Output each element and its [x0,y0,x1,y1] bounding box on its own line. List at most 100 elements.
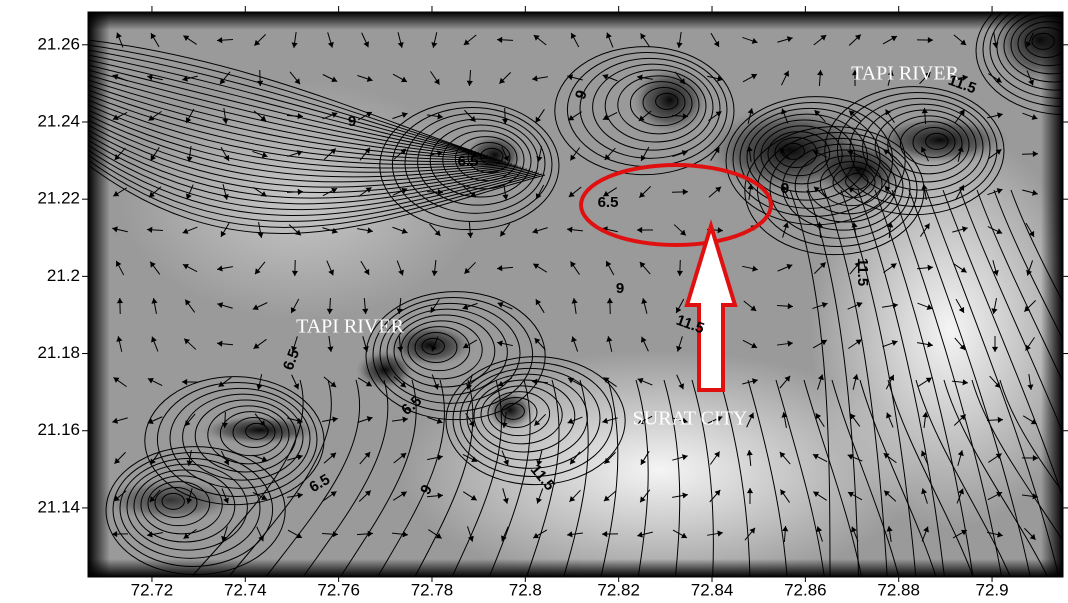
arrow-head [222,118,229,124]
contour [88,44,474,152]
contour [88,74,492,158]
arrow-head [219,78,226,85]
contour [445,356,626,486]
arrow-head [257,80,264,86]
contour-lines [88,12,1063,577]
arrow-head [503,459,509,466]
arrow-head [786,36,793,43]
place-label: SURAT CITY [633,408,748,430]
arrow-head [641,298,648,304]
arrow-head [602,417,609,424]
arrow-head [888,374,895,381]
arrow-head [151,298,158,304]
arrow-head [534,419,541,426]
contour [971,379,1063,542]
arrow-head [220,230,227,237]
arrow-head [296,417,303,424]
arrow-head [855,339,862,345]
arrow-head [497,36,503,43]
arrow-head [532,75,538,82]
arrow-head [892,302,898,309]
arrow-head [501,535,507,542]
arrow-head [570,154,576,161]
arrow-head [467,535,474,542]
arrow-head [714,489,721,496]
arrow-head [502,194,509,200]
arrow-head [435,533,442,539]
arrow-head [469,115,476,122]
arrow-head [431,345,437,352]
arrow-head [363,41,370,48]
arrow-head [852,374,859,380]
arrow-head [463,342,470,349]
arrow-head [992,42,999,48]
arrow-head [604,154,611,160]
arrow-head [365,380,372,387]
arrow-head [926,304,933,310]
arrow-head [1030,418,1037,425]
arrow-head [676,270,683,276]
arrow-head [681,150,688,157]
contour [487,391,551,437]
contour [372,297,534,412]
arrow-head [606,298,613,304]
contour [857,189,945,577]
arrow-head [116,336,123,342]
arrow-head [463,39,470,46]
arrow-head [603,190,610,197]
arrow-head [749,527,756,534]
contour [407,326,471,372]
arrow-head [499,77,506,84]
arrow-head [780,489,786,496]
arrow-head [293,383,300,390]
arrow-head [995,453,1002,460]
arrow-head [183,35,190,41]
contour [1017,21,1063,67]
contour [862,103,984,191]
contour [302,379,389,577]
arrow-head [437,150,443,157]
contour [133,469,236,543]
arrow-head [992,269,999,276]
arrow-head [568,191,575,197]
contour [88,89,501,161]
arrow-head [752,265,758,272]
arrow-head [921,108,928,114]
arrow-head [570,32,577,39]
arrow-head [401,76,408,83]
arrow-head [676,42,683,48]
arrow-head [851,70,859,76]
arrow-head [296,454,303,461]
arrow-head [678,383,685,390]
arrow-head [747,184,754,190]
arrow-head [957,450,964,457]
arrow-head [782,526,789,532]
arrow-head [1032,150,1038,158]
labels: 72.72 72.74 72.76 72.78 72.8 72.82 72.84 72.86 7… [37,6,1068,599]
arrow-head [367,227,373,234]
contour [525,379,560,577]
arrow-head [812,453,819,460]
arrow-head [185,299,191,306]
arrow-head [295,229,301,236]
arrow-head [468,420,475,427]
arrow-head [437,113,443,120]
contour [88,134,528,199]
arrow-head [1026,269,1033,276]
arrow-head [639,261,646,268]
contour [912,127,956,158]
arrow-head [779,451,786,458]
arrow-head [402,416,408,423]
arrow-head [851,222,858,228]
arrow-head [400,453,407,459]
contour [219,411,283,457]
arrow-head [331,76,338,83]
arrow-head [958,306,965,313]
arrow-head [256,384,263,390]
contour [579,57,721,159]
contour [789,189,831,577]
arrow-head [218,381,225,387]
arrow-head [503,155,509,162]
arrow-head [920,146,927,153]
arrow-head [221,535,228,542]
